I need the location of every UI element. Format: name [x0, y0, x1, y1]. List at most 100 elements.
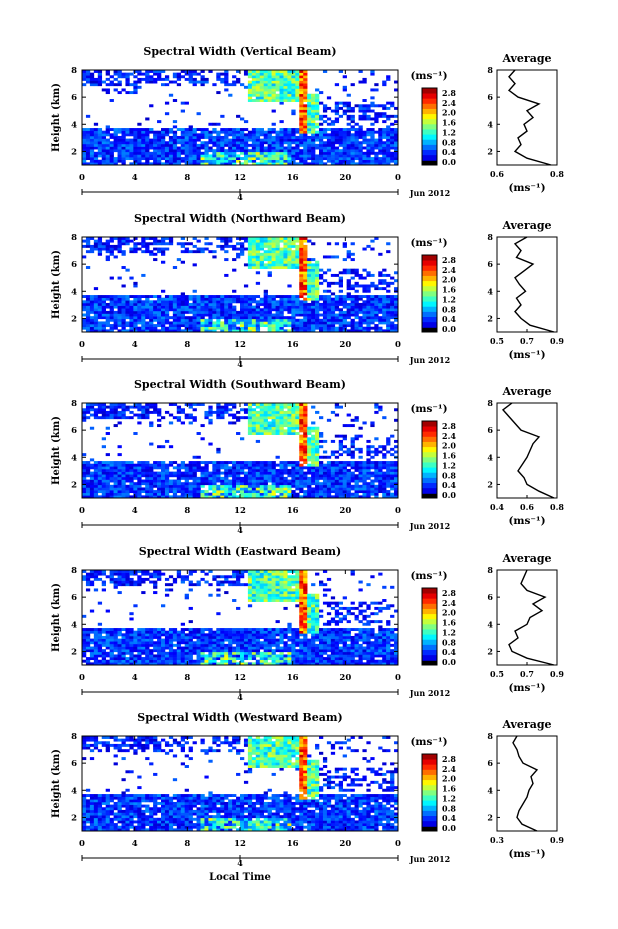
heatmap-cell — [93, 151, 99, 155]
heatmap-cell — [362, 80, 367, 84]
heatmap-cell — [334, 316, 340, 320]
heatmap-cell — [311, 405, 316, 409]
heatmap-cell — [362, 117, 367, 121]
heatmap-cell — [133, 284, 138, 288]
heatmap-cell — [200, 300, 205, 304]
heatmap-cell — [311, 492, 316, 496]
heatmap-cell — [141, 318, 146, 322]
heatmap-cell — [176, 308, 182, 312]
heatmap-cell — [303, 442, 308, 446]
heatmap-cell — [121, 250, 126, 254]
heatmap-cell — [271, 305, 276, 309]
heatmap-cell — [358, 434, 363, 438]
heatmap-cell — [220, 416, 225, 420]
heatmap-cell — [350, 474, 355, 478]
heatmap-cell — [362, 106, 367, 110]
heatmap-cell — [271, 426, 276, 430]
heatmap-cell — [212, 135, 217, 139]
heatmap-cell — [117, 154, 122, 158]
heatmap-cell — [137, 313, 142, 317]
heatmap-cell — [382, 146, 387, 150]
heatmap-cell — [113, 408, 118, 412]
heatmap-cell — [370, 101, 375, 105]
heatmap-cell — [168, 149, 174, 153]
heatmap-cell — [105, 405, 110, 409]
heatmap-cell — [161, 133, 166, 137]
heatmap-cell — [192, 466, 197, 470]
heatmap-cell — [259, 266, 264, 269]
heatmap-cell — [307, 305, 312, 309]
heatmap-cell — [291, 324, 296, 328]
heatmap-cell — [97, 476, 103, 480]
heatmap-cell — [382, 162, 387, 166]
heatmap-cell — [105, 487, 110, 491]
heatmap-cell — [251, 88, 257, 92]
heatmap-cell — [247, 80, 253, 84]
heatmap-cell — [97, 141, 103, 145]
avg-y-tick-label: 2 — [487, 313, 493, 323]
heatmap-cell — [366, 468, 371, 472]
heatmap-cell — [82, 143, 87, 147]
heatmap-cell — [342, 463, 347, 467]
heatmap-cell — [251, 424, 257, 428]
heatmap-cell — [93, 466, 99, 470]
heatmap-cell — [366, 471, 371, 475]
heatmap-cell — [145, 461, 150, 464]
heatmap-cell — [208, 154, 213, 158]
colorbar-swatch — [422, 129, 437, 135]
heatmap-cell — [224, 133, 229, 137]
heatmap-cell — [374, 479, 379, 483]
heatmap-cell — [176, 157, 182, 161]
colorbar-swatch — [422, 421, 437, 427]
heatmap-cell — [212, 157, 217, 161]
heatmap-cell — [378, 133, 383, 137]
heatmap-cell — [350, 151, 355, 155]
heatmap-cell — [267, 471, 272, 475]
heatmap-cell — [137, 492, 142, 496]
heatmap-cell — [149, 410, 154, 414]
heatmap-cell — [137, 159, 142, 163]
heatmap-cell — [307, 284, 312, 288]
heatmap-cell — [117, 159, 122, 163]
heatmap-cell — [307, 292, 312, 296]
heatmap-cell — [85, 242, 91, 246]
heatmap-cell — [311, 96, 316, 100]
heatmap-cell — [275, 250, 280, 254]
heatmap-cell — [129, 143, 134, 147]
heatmap-cell — [291, 244, 296, 248]
heatmap-cell — [283, 263, 288, 267]
heatmap-cell — [168, 159, 174, 163]
heatmap-cell — [342, 471, 347, 475]
heatmap-cell — [251, 316, 257, 320]
heatmap-cell — [153, 143, 158, 147]
heatmap-cell — [299, 416, 304, 420]
heatmap-cell — [255, 88, 261, 92]
heatmap-cell — [287, 295, 292, 298]
heatmap-cell — [121, 130, 126, 134]
heatmap-cell — [200, 321, 205, 325]
heatmap-cell — [243, 151, 249, 155]
heatmap-cell — [247, 85, 253, 89]
heatmap-cell — [303, 138, 308, 142]
heatmap-cell — [145, 413, 150, 417]
heatmap-cell — [137, 482, 142, 486]
heatmap-cell — [85, 239, 91, 243]
heatmap-cell — [315, 114, 320, 118]
heatmap-cell — [378, 305, 383, 309]
heatmap-cell — [394, 138, 399, 142]
heatmap-cell — [394, 141, 399, 145]
heatmap-cell — [370, 247, 375, 251]
heatmap-cell — [370, 302, 375, 306]
heatmap-cell — [192, 244, 197, 248]
heatmap-cell — [287, 154, 292, 158]
heatmap-cell — [133, 85, 138, 89]
heatmap-cell — [137, 471, 142, 475]
heatmap-cell — [243, 146, 249, 150]
heatmap-cell — [319, 138, 324, 142]
heatmap-cell — [149, 146, 154, 150]
heatmap-cell — [224, 326, 229, 330]
heatmap-cell — [153, 157, 158, 161]
heatmap-cell — [287, 416, 292, 420]
heatmap — [82, 570, 399, 666]
heatmap-cell — [117, 141, 122, 145]
